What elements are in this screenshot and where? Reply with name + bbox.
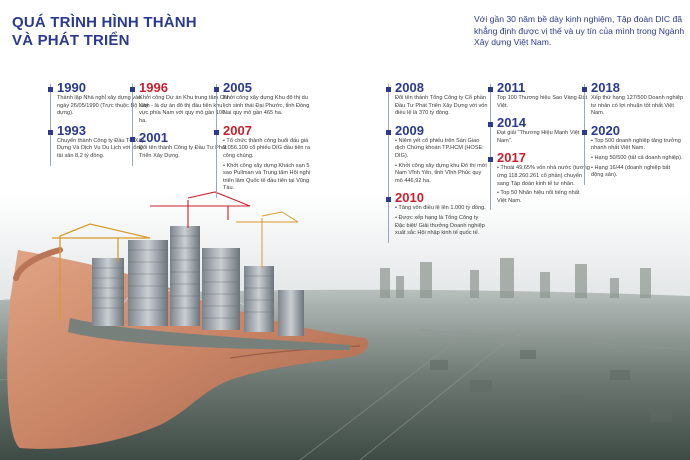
entry-text: Đổi tên thành Tổng Công ty Cổ phần Đầu T… (395, 95, 488, 117)
year-label: 2001 (139, 130, 168, 146)
timeline-column-2: 1996 Khởi công Dự án Khu trung tâm Chí L… (130, 80, 232, 166)
entry-text: Đạt giải "Thương Hiệu Mạnh Việt Nam". (497, 130, 580, 144)
timeline-entry-2009: 2009 • Niêm yết cổ phiếu trên Sàn Giao d… (386, 122, 488, 186)
entry-text: Khởi công xây dựng Khu đô thị du lịch si… (223, 95, 310, 117)
entry-bullet: • Top 50 Nhãn hiệu nổi tiếng nhất Việt N… (497, 190, 580, 204)
year-label: 2009 (395, 122, 424, 138)
entry-bullet: • Hạng 16/44 (doanh nghiệp bất động sản)… (591, 164, 671, 179)
entry-bullet: • Tổ chức thành công buổi đấu giá 9.056.… (223, 137, 311, 159)
year-label: 2020 (591, 122, 620, 138)
year-label: 2017 (497, 150, 526, 166)
intro-paragraph: Với gần 30 năm bề dày kinh nghiệm, Tập đ… (474, 14, 685, 47)
timeline-entry-2018: 2018 Xếp thứ hạng 127/500 Doanh nghiệp t… (582, 80, 684, 118)
year-label: 1996 (139, 80, 168, 95)
year-label: 1990 (57, 80, 86, 95)
year-label: 2014 (497, 115, 526, 131)
timeline-entry-2020: 2020 • Top 500 doanh nghiệp tăng trưởng … (582, 122, 684, 180)
entry-bullet: • Được xếp hạng là Tổng Công ty Đặc biệt… (395, 214, 485, 237)
title-line-1: QUÁ TRÌNH HÌNH THÀNH (12, 14, 197, 31)
timeline-entry-2007: 2007 • Tổ chức thành công buổi đấu giá 9… (214, 122, 316, 193)
year-label: 2011 (497, 80, 526, 95)
year-label: 1993 (57, 122, 86, 138)
entry-text: • Niêm yết cổ phiếu trên Sàn Giao dịch C… (395, 138, 488, 186)
entry-bullet: • Khởi công xây dựng khu Đô thị mới Nam … (395, 162, 487, 184)
timeline-column-4: 2008 Đổi tên thành Tổng Công ty Cổ phần … (386, 80, 488, 243)
timeline-entry-2010: 2010 • Tăng vốn điều lệ lên 1.000 tỷ đồn… (386, 190, 488, 237)
entry-bullet: • Tăng vốn điều lệ lên 1.000 tỷ đồng. (395, 205, 486, 212)
entry-text: Xếp thứ hạng 127/500 Doanh nghiệp tư nhâ… (591, 95, 684, 117)
entry-text: Top 100 Thương hiệu Sao Vàng Đất Việt. (497, 95, 588, 109)
entry-text: Chuyển thành Công ty Đầu Tư Xây Dựng Và … (57, 137, 145, 159)
timeline-entry-2014: 2014 Đạt giải "Thương Hiệu Mạnh Việt Nam… (488, 115, 590, 145)
year-label: 2007 (223, 122, 252, 138)
timeline-entry-1993: 1993 Chuyển thành Công ty Đầu Tư Xây Dựn… (48, 122, 150, 161)
entry-bullet: • Thoái 49,65% vốn nhà nước (tương ứng 1… (497, 165, 590, 187)
timeline-entry-2011: 2011 Top 100 Thương hiệu Sao Vàng Đất Vi… (488, 80, 590, 110)
entry-bullet: • Top 500 doanh nghiệp tăng trưởng nhanh… (591, 137, 681, 152)
timeline-entry-2017: 2017 • Thoái 49,65% vốn nhà nước (tương … (488, 150, 590, 205)
entry-text: • Top 500 doanh nghiệp tăng trưởng nhanh… (591, 138, 684, 180)
year-label: 2008 (395, 80, 424, 95)
timeline-column-1: 1990 Thành lập Nhà nghỉ xây dựng vào ngà… (48, 80, 150, 166)
entry-bullet: • Khởi công xây dựng Khách sạn 5 sao Pul… (223, 162, 311, 192)
page-title: QUÁ TRÌNH HÌNH THÀNH VÀ PHÁT TRIỂN (12, 14, 197, 50)
timeline-column-3: 2005 Khởi công xây dựng Khu đô thị du lị… (214, 80, 316, 198)
entry-text: Thành lập Nhà nghỉ xây dựng vào ngày 26/… (57, 95, 149, 117)
timeline-column-6: 2018 Xếp thứ hạng 127/500 Doanh nghiệp t… (582, 80, 684, 185)
entry-text: • Thoái 49,65% vốn nhà nước (tương ứng 1… (497, 165, 590, 205)
timeline-entry-2008: 2008 Đổi tên thành Tổng Công ty Cổ phần … (386, 80, 488, 118)
entry-text: • Tổ chức thành công buổi đấu giá 9.056.… (223, 138, 316, 193)
timeline-entry-2005: 2005 Khởi công xây dựng Khu đô thị du lị… (214, 80, 316, 118)
entry-text: Đổi tên thành Công ty Đầu Tư Phát Triển … (139, 145, 227, 159)
title-line-2: VÀ PHÁT TRIỂN (12, 32, 130, 49)
year-label: 2005 (223, 80, 252, 95)
year-label: 2018 (591, 80, 620, 95)
year-label: 2010 (395, 190, 424, 206)
entry-bullet: • Hạng 50/500 (tất cả doanh nghiệp). (591, 154, 683, 161)
entry-text: • Tăng vốn điều lệ lên 1.000 tỷ đồng. • … (395, 205, 488, 237)
timeline-entry-1990: 1990 Thành lập Nhà nghỉ xây dựng vào ngà… (48, 80, 150, 118)
entry-bullet: • Niêm yết cổ phiếu trên Sàn Giao dịch C… (395, 137, 484, 159)
entry-text: Khởi công Dự án Khu trung tâm Chí Linh -… (139, 95, 229, 124)
timeline-entry-2001: 2001 Đổi tên thành Công ty Đầu Tư Phát T… (130, 130, 232, 160)
timeline-entry-1996: 1996 Khởi công Dự án Khu trung tâm Chí L… (130, 80, 232, 125)
timeline-column-5: 2011 Top 100 Thương hiệu Sao Vàng Đất Vi… (488, 80, 590, 211)
